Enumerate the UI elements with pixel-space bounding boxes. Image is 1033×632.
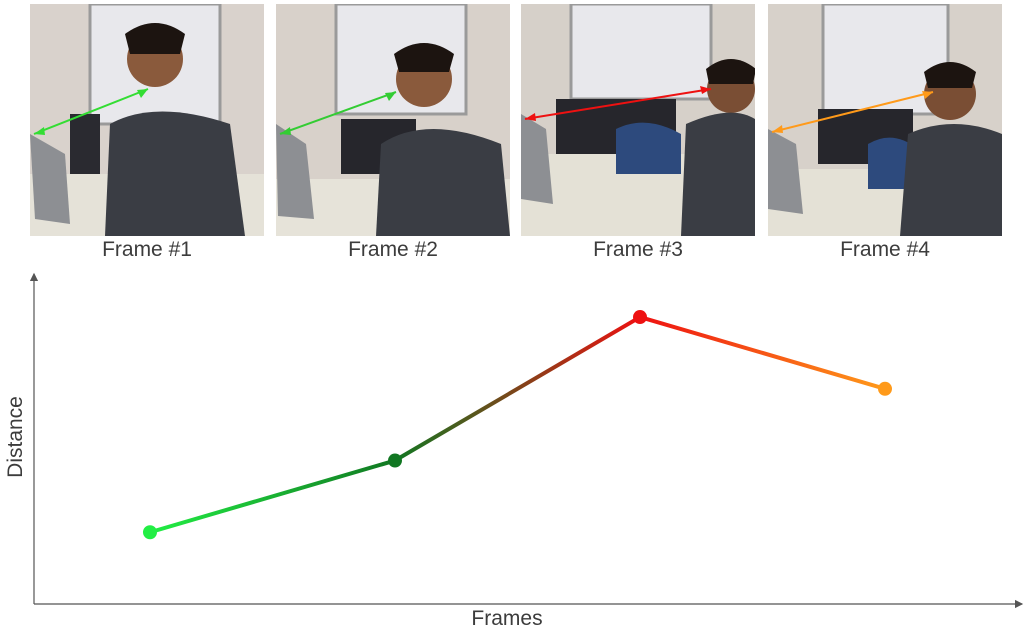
frame-1-image — [30, 4, 264, 236]
frame-1-label: Frame #1 — [102, 238, 192, 261]
line-segment-3 — [638, 315, 887, 391]
distance-chart: Distance Frames — [4, 272, 1024, 630]
frame-2-label: Frame #2 — [348, 238, 438, 261]
frame-2-image — [276, 4, 510, 236]
data-point-frame-1 — [143, 525, 157, 540]
line-segment-2 — [393, 315, 642, 463]
distance-series — [143, 310, 892, 540]
frame-3-image — [521, 4, 755, 236]
y-axis-label: Distance — [4, 396, 27, 478]
x-axis-label: Frames — [471, 607, 542, 630]
data-point-frame-4 — [878, 381, 892, 396]
data-point-frame-2 — [388, 453, 402, 468]
line-segment-1 — [148, 458, 397, 535]
data-point-frame-3 — [633, 310, 647, 325]
frame-3-label: Frame #3 — [593, 238, 683, 261]
frame-4-label: Frame #4 — [840, 238, 930, 261]
frame-4-image — [768, 4, 1002, 236]
